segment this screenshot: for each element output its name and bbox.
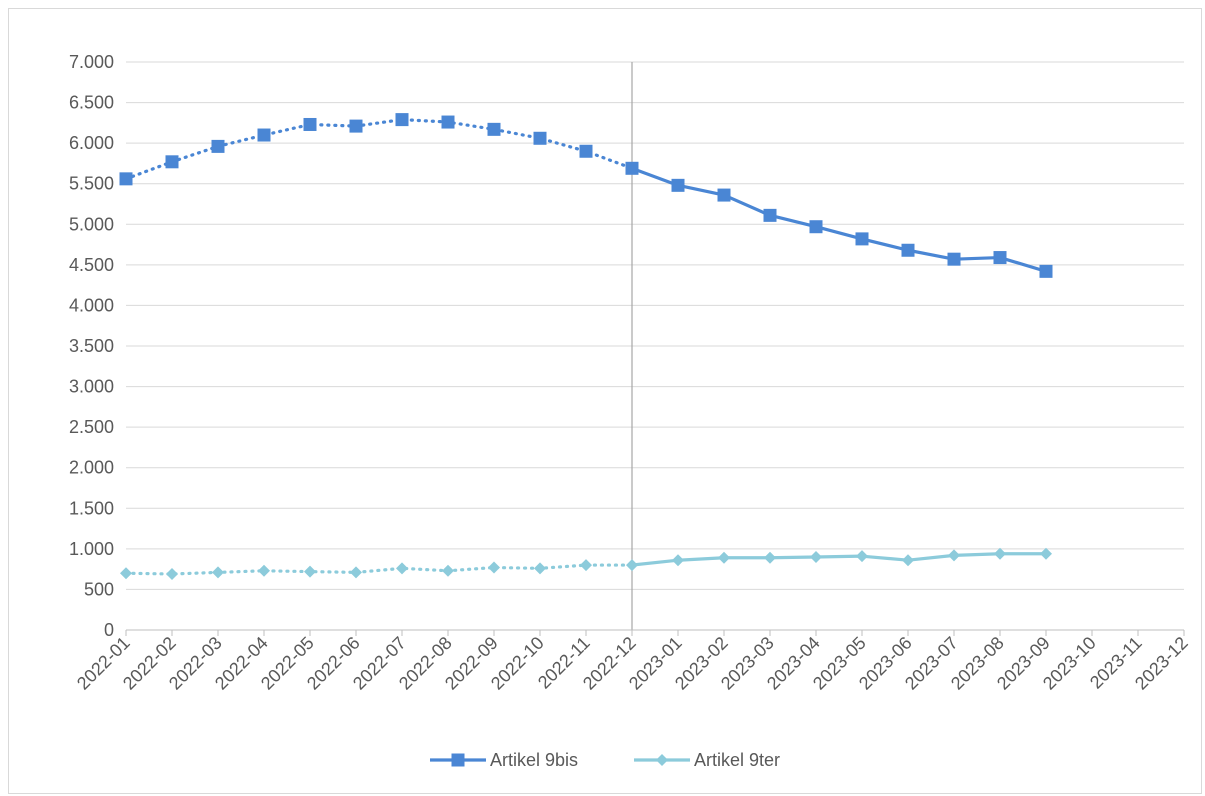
- y-tick-label: 6.000: [69, 133, 114, 153]
- data-point: [533, 131, 547, 145]
- data-point: [488, 561, 500, 574]
- data-point: [580, 559, 592, 572]
- y-tick-label: 3.500: [69, 336, 114, 356]
- data-point: [948, 549, 960, 562]
- legend-label: Artikel 9ter: [694, 750, 780, 770]
- data-point: [993, 251, 1007, 265]
- data-point: [763, 208, 777, 222]
- data-point: [625, 161, 639, 175]
- data-point: [442, 564, 454, 577]
- y-tick-label: 500: [84, 579, 114, 599]
- data-point: [717, 188, 731, 202]
- y-tick-label: 2.500: [69, 417, 114, 437]
- y-tick-label: 3.000: [69, 377, 114, 397]
- line-chart: 0 500 1.000 1.500 2.000 2.500 3.000 3.500 4.000 4…: [69, 52, 1192, 770]
- y-tick-label: 4.500: [69, 255, 114, 275]
- data-point: [257, 128, 271, 142]
- data-point: [120, 567, 132, 580]
- data-point: [258, 564, 270, 577]
- data-point: [396, 562, 408, 575]
- y-tick-label: 1.000: [69, 539, 114, 559]
- data-point: [534, 562, 546, 575]
- data-point: [994, 547, 1006, 560]
- data-point: [626, 559, 638, 572]
- data-point: [671, 178, 685, 192]
- data-point: [350, 566, 362, 579]
- data-point: [395, 113, 409, 127]
- data-point: [212, 566, 224, 579]
- data-point: [855, 232, 869, 246]
- data-point: [303, 117, 317, 131]
- data-point: [656, 754, 668, 766]
- y-tick-label: 4.000: [69, 295, 114, 315]
- series-line-solid: [631, 166, 1047, 273]
- y-tick-label: 7.000: [69, 52, 114, 72]
- data-point: [1040, 547, 1052, 560]
- data-point: [349, 119, 363, 133]
- data-point: [166, 568, 178, 581]
- data-point: [579, 144, 593, 158]
- y-tick-label: 6.500: [69, 93, 114, 113]
- y-tick-label: 0: [104, 620, 114, 640]
- data-point: [810, 550, 822, 563]
- data-point: [1039, 264, 1053, 278]
- axes: 0 500 1.000 1.500 2.000 2.500 3.000 3.500 4.000 4…: [69, 52, 1192, 694]
- data-point: [451, 753, 465, 767]
- legend: Artikel 9bis Artikel 9ter: [430, 750, 780, 770]
- series-line-solid: [631, 552, 1046, 567]
- data-point: [119, 172, 133, 186]
- series-2: [120, 547, 1052, 581]
- data-point: [809, 220, 823, 234]
- data-point: [304, 565, 316, 578]
- legend-item: Artikel 9bis: [430, 750, 578, 770]
- data-point: [718, 551, 730, 564]
- data-point: [764, 551, 776, 564]
- series-1: [119, 113, 1053, 278]
- data-point: [856, 550, 868, 563]
- data-point: [165, 155, 179, 169]
- chart-frame: 0 500 1.000 1.500 2.000 2.500 3.000 3.500 4.000 4…: [8, 8, 1202, 794]
- legend-item: Artikel 9ter: [634, 750, 780, 770]
- series-line-dotted: [124, 563, 634, 576]
- data-point: [947, 252, 961, 266]
- y-tick-label: 5.000: [69, 214, 114, 234]
- series: [119, 113, 1053, 581]
- gridlines: [126, 61, 1184, 631]
- data-point: [441, 115, 455, 129]
- legend-label: Artikel 9bis: [490, 750, 578, 770]
- data-point: [672, 554, 684, 567]
- data-point: [211, 139, 225, 153]
- data-point: [901, 243, 915, 257]
- y-tick-label: 1.500: [69, 498, 114, 518]
- data-point: [902, 554, 914, 567]
- data-point: [487, 122, 501, 136]
- y-tick-label: 2.000: [69, 458, 114, 478]
- series-line-dotted: [124, 118, 634, 181]
- y-tick-label: 5.500: [69, 174, 114, 194]
